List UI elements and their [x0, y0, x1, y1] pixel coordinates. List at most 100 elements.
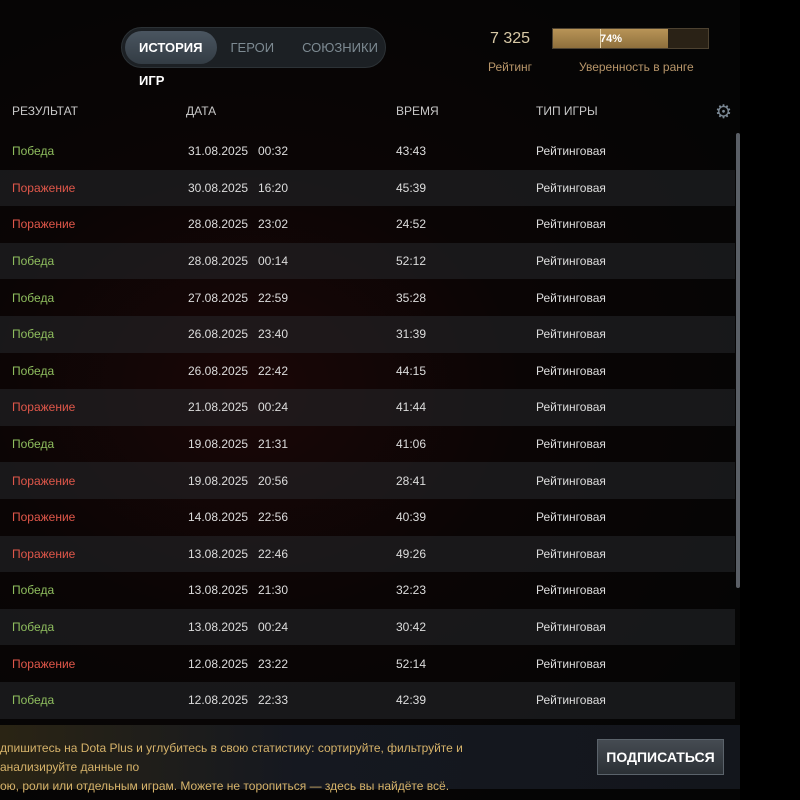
- match-date: 26.08.2025: [188, 363, 249, 378]
- match-row[interactable]: Победа 28.08.2025 00:14 52:12 Рейтинговая: [0, 242, 735, 280]
- match-history-panel: ИСТОРИЯ ИГР ГЕРОИ СОЮЗНИКИ 7 325 Рейтинг…: [0, 0, 740, 800]
- match-result: Поражение: [12, 217, 76, 232]
- match-type: Рейтинговая: [536, 290, 606, 305]
- match-row[interactable]: Поражение 30.08.2025 16:20 45:39 Рейтинговая: [0, 169, 735, 207]
- rank-confidence-label: Уверенность в ранге: [579, 60, 694, 74]
- match-type: Рейтинговая: [536, 620, 606, 635]
- match-type: Рейтинговая: [536, 473, 606, 488]
- match-list: Победа 31.08.2025 00:32 43:43 Рейтинговая Пор…: [0, 133, 735, 719]
- match-result: Победа: [12, 437, 55, 452]
- match-start-time: 21:31: [258, 437, 289, 452]
- match-date: 13.08.2025: [188, 620, 249, 635]
- match-duration: 24:52: [396, 217, 427, 232]
- match-date: 13.08.2025: [188, 583, 249, 598]
- match-row[interactable]: Поражение 28.08.2025 23:02 24:52 Рейтинговая: [0, 206, 735, 243]
- rating-value: 7 325: [490, 30, 531, 47]
- match-date: 19.08.2025: [188, 437, 249, 452]
- match-row[interactable]: Поражение 21.08.2025 00:24 41:44 Рейтинговая: [0, 389, 735, 426]
- match-type: Рейтинговая: [536, 400, 606, 415]
- match-start-time: 22:56: [258, 510, 289, 525]
- match-start-time: 23:02: [258, 217, 289, 232]
- match-duration: 52:12: [396, 254, 427, 269]
- match-date: 30.08.2025: [188, 180, 249, 195]
- match-start-time: 00:32: [258, 144, 289, 159]
- match-start-time: 00:24: [258, 620, 289, 635]
- rank-confidence-marker: [600, 29, 601, 48]
- column-header-date[interactable]: ДАТА: [186, 104, 217, 118]
- match-row[interactable]: Победа 13.08.2025 00:24 30:42 Рейтинговая: [0, 608, 735, 646]
- column-header-game-type[interactable]: ТИП ИГРЫ: [536, 104, 598, 118]
- match-start-time: 16:20: [258, 180, 289, 195]
- tab-allies[interactable]: СОЮЗНИКИ: [302, 40, 378, 55]
- match-row[interactable]: Победа 31.08.2025 00:32 43:43 Рейтинговая: [0, 133, 735, 170]
- match-type: Рейтинговая: [536, 144, 606, 159]
- rank-confidence-fill: [553, 29, 668, 48]
- match-result: Поражение: [12, 510, 76, 525]
- dota-plus-banner: дпишитесь на Dota Plus и углубитесь в св…: [0, 725, 740, 793]
- column-header-result[interactable]: РЕЗУЛЬТАТ: [12, 104, 78, 118]
- match-type: Рейтинговая: [536, 546, 606, 561]
- match-result: Поражение: [12, 473, 76, 488]
- match-date: 31.08.2025: [188, 144, 249, 159]
- match-date: 28.08.2025: [188, 254, 249, 269]
- match-duration: 40:39: [396, 510, 427, 525]
- match-row[interactable]: Победа 26.08.2025 23:40 31:39 Рейтинговая: [0, 315, 735, 353]
- match-duration: 32:23: [396, 583, 427, 598]
- match-duration: 41:06: [396, 437, 427, 452]
- match-duration: 52:14: [396, 656, 427, 671]
- match-date: 12.08.2025: [188, 656, 249, 671]
- match-result: Победа: [12, 363, 55, 378]
- match-date: 19.08.2025: [188, 473, 249, 488]
- match-type: Рейтинговая: [536, 693, 606, 708]
- match-type: Рейтинговая: [536, 180, 606, 195]
- subscribe-button[interactable]: ПОДПИСАТЬСЯ: [597, 739, 724, 775]
- match-type: Рейтинговая: [536, 217, 606, 232]
- rank-confidence-bar: 74%: [552, 28, 709, 49]
- match-type: Рейтинговая: [536, 510, 606, 525]
- match-duration: 42:39: [396, 693, 427, 708]
- match-result: Победа: [12, 327, 55, 342]
- match-duration: 28:41: [396, 473, 427, 488]
- match-result: Поражение: [12, 546, 76, 561]
- match-date: 28.08.2025: [188, 217, 249, 232]
- match-duration: 44:15: [396, 363, 427, 378]
- match-row[interactable]: Победа 19.08.2025 21:31 41:06 Рейтинговая: [0, 426, 735, 463]
- match-type: Рейтинговая: [536, 656, 606, 671]
- match-duration: 31:39: [396, 327, 427, 342]
- match-row[interactable]: Поражение 14.08.2025 22:56 40:39 Рейтинговая: [0, 499, 735, 536]
- match-date: 14.08.2025: [188, 510, 249, 525]
- match-row[interactable]: Поражение 13.08.2025 22:46 49:26 Рейтинговая: [0, 535, 735, 573]
- match-result: Победа: [12, 693, 55, 708]
- match-result: Поражение: [12, 656, 76, 671]
- match-duration: 30:42: [396, 620, 427, 635]
- tab-heroes[interactable]: ГЕРОИ: [230, 40, 275, 55]
- match-start-time: 22:42: [258, 363, 289, 378]
- match-start-time: 20:56: [258, 473, 289, 488]
- gear-icon[interactable]: ⚙: [715, 102, 733, 123]
- match-row[interactable]: Победа 27.08.2025 22:59 35:28 Рейтинговая: [0, 279, 735, 316]
- match-duration: 43:43: [396, 144, 427, 159]
- match-start-time: 22:33: [258, 693, 289, 708]
- match-result: Победа: [12, 254, 55, 269]
- banner-text: дпишитесь на Dota Plus и углубитесь в св…: [0, 739, 540, 796]
- match-type: Рейтинговая: [536, 583, 606, 598]
- match-row[interactable]: Победа 26.08.2025 22:42 44:15 Рейтинговая: [0, 353, 735, 390]
- match-type: Рейтинговая: [536, 254, 606, 269]
- match-duration: 41:44: [396, 400, 427, 415]
- match-row[interactable]: Победа 13.08.2025 21:30 32:23 Рейтинговая: [0, 572, 735, 609]
- match-row[interactable]: Поражение 19.08.2025 20:56 28:41 Рейтинговая: [0, 462, 735, 499]
- match-date: 26.08.2025: [188, 327, 249, 342]
- match-date: 21.08.2025: [188, 400, 249, 415]
- tab-match-history[interactable]: ИСТОРИЯ ИГР: [125, 31, 217, 88]
- match-duration: 49:26: [396, 546, 427, 561]
- match-row[interactable]: Победа 12.08.2025 22:33 42:39 Рейтинговая: [0, 681, 735, 719]
- scrollbar[interactable]: [736, 133, 740, 588]
- match-type: Рейтинговая: [536, 363, 606, 378]
- match-row[interactable]: Поражение 12.08.2025 23:22 52:14 Рейтинговая: [0, 645, 735, 682]
- match-start-time: 23:22: [258, 656, 289, 671]
- match-result: Победа: [12, 583, 55, 598]
- match-duration: 35:28: [396, 290, 427, 305]
- match-duration: 45:39: [396, 180, 427, 195]
- column-header-duration[interactable]: ВРЕМЯ: [396, 104, 439, 118]
- banner-line-2: ою, роли или отдельным играм. Можете не …: [0, 779, 450, 793]
